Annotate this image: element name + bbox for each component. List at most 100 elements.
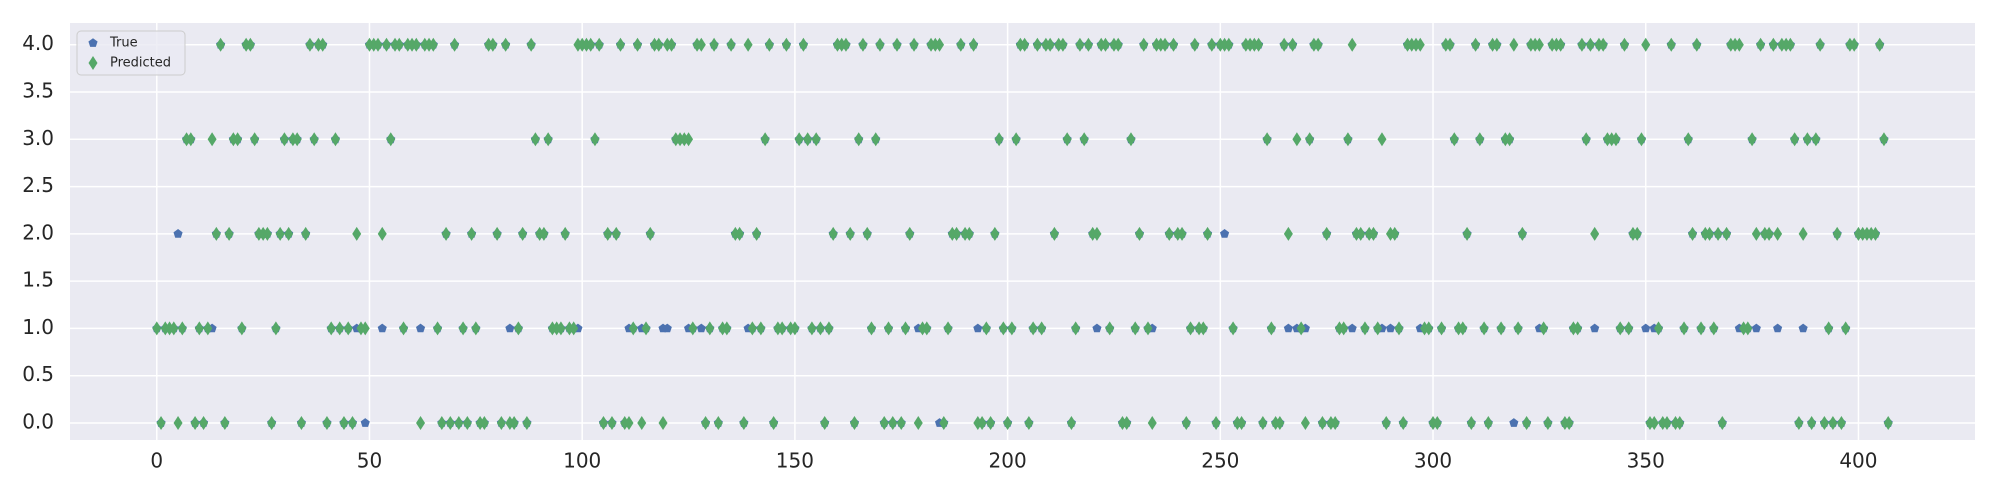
point [318,37,328,52]
point [1368,226,1378,241]
point [1011,132,1021,147]
point [339,415,349,430]
point [1717,415,1727,430]
point [935,37,945,52]
point [952,226,962,241]
x-tick-label: 200 [989,449,1027,473]
point [990,226,1000,241]
point [462,415,472,430]
point [1296,321,1306,336]
point [1092,226,1102,241]
point [1262,132,1272,147]
point [1747,132,1757,147]
point [1305,132,1315,147]
point [913,415,923,430]
point [1283,323,1293,333]
point [824,321,834,336]
point [726,37,736,52]
point [1709,321,1719,336]
point [445,415,455,430]
point [1139,37,1149,52]
point [1713,226,1723,241]
point [1768,37,1778,52]
point [1492,37,1502,52]
point [1462,226,1472,241]
point [518,226,528,241]
point [428,37,438,52]
point [526,37,536,52]
point [828,226,838,241]
point [1756,37,1766,52]
point [1666,37,1676,52]
point [352,226,362,241]
point [1615,321,1625,336]
point [1624,321,1634,336]
point [224,226,234,241]
point [1534,37,1544,52]
point [1483,415,1493,430]
point [1539,321,1549,336]
point [781,37,791,52]
point [820,415,830,430]
point [713,415,723,430]
point [543,132,553,147]
point [203,321,213,336]
point [411,37,421,52]
point [1458,321,1468,336]
point [1496,321,1506,336]
point [454,415,464,430]
point [467,226,477,241]
point [301,226,311,241]
point [1505,132,1515,147]
point [326,321,336,336]
point [1288,37,1298,52]
point [854,132,864,147]
point [747,321,757,336]
legend-marker [88,56,98,70]
point [909,37,919,52]
x-tick-label: 350 [1627,449,1665,473]
point [845,226,855,241]
point [509,415,519,430]
point [1045,37,1055,52]
point [815,321,825,336]
point [539,226,549,241]
point [628,321,638,336]
point [1815,37,1825,52]
point [1662,415,1672,430]
point [1020,37,1030,52]
point [977,415,987,430]
point [1258,415,1268,430]
point [1092,323,1102,333]
point [777,321,787,336]
point [190,415,200,430]
point [152,321,162,336]
point [1819,415,1829,430]
point [1475,132,1485,147]
point [220,415,230,430]
point [964,226,974,241]
point [1675,415,1685,430]
point [969,37,979,52]
point [641,321,651,336]
point [347,415,357,430]
point [654,37,664,52]
point [943,321,953,336]
point [1037,321,1047,336]
point [1113,37,1123,52]
point [684,132,694,147]
point [1062,132,1072,147]
point [1058,37,1068,52]
point [1692,37,1702,52]
point [1641,37,1651,52]
point [1279,37,1289,52]
point [939,415,949,430]
point [1415,37,1425,52]
point [1679,321,1689,336]
point [735,226,745,241]
point [696,37,706,52]
point [1134,226,1144,241]
point [1032,37,1042,52]
point [386,132,396,147]
point [586,37,596,52]
